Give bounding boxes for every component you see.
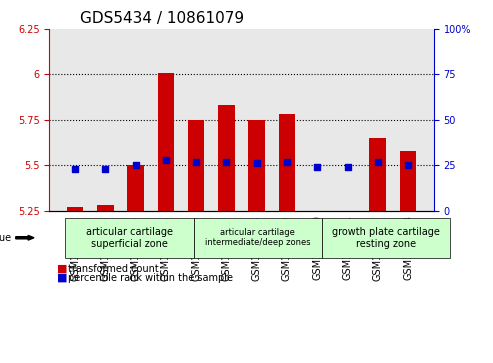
Point bbox=[344, 164, 352, 170]
Point bbox=[71, 166, 79, 172]
Text: ■: ■ bbox=[57, 264, 67, 274]
Bar bbox=[248, 120, 265, 211]
Point bbox=[102, 166, 109, 172]
Text: GDS5434 / 10861079: GDS5434 / 10861079 bbox=[80, 12, 244, 26]
Text: growth plate cartilage
resting zone: growth plate cartilage resting zone bbox=[332, 227, 440, 249]
Point bbox=[253, 160, 261, 166]
Point bbox=[162, 157, 170, 163]
Bar bbox=[67, 207, 83, 211]
Bar bbox=[279, 114, 295, 211]
Point bbox=[192, 159, 200, 164]
Bar bbox=[369, 138, 386, 211]
Text: tissue: tissue bbox=[0, 233, 12, 243]
Bar bbox=[97, 205, 114, 211]
Point bbox=[283, 159, 291, 164]
Text: ■: ■ bbox=[57, 273, 67, 283]
Text: articular cartilage
intermediate/deep zones: articular cartilage intermediate/deep zo… bbox=[205, 228, 311, 248]
Point bbox=[222, 159, 230, 164]
Point bbox=[374, 159, 382, 164]
Text: transformed count: transformed count bbox=[68, 264, 159, 274]
Point bbox=[313, 164, 321, 170]
Bar bbox=[127, 165, 144, 211]
Point bbox=[404, 162, 412, 168]
Text: percentile rank within the sample: percentile rank within the sample bbox=[68, 273, 233, 283]
Bar bbox=[188, 120, 205, 211]
Bar bbox=[218, 105, 235, 211]
Bar bbox=[158, 73, 174, 211]
Text: articular cartilage
superficial zone: articular cartilage superficial zone bbox=[86, 227, 173, 249]
Bar bbox=[400, 151, 417, 211]
Point bbox=[132, 162, 140, 168]
